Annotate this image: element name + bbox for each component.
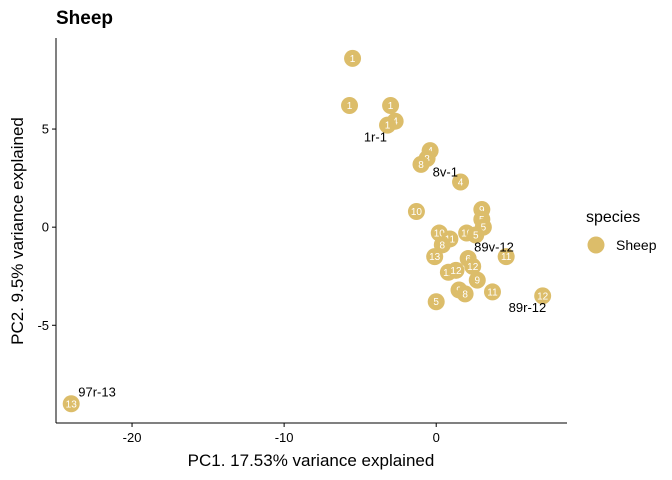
data-point-label: 8 (418, 160, 424, 171)
data-point: 5 (467, 226, 485, 244)
points-layer: 1114148841095105510118613121111129981151… (62, 49, 552, 413)
data-point-label: 1 (388, 101, 394, 112)
data-point-label: 9 (474, 276, 480, 287)
data-point: 1 (341, 97, 359, 115)
data-point: 1 (382, 97, 400, 115)
data-point-label: 4 (458, 178, 464, 189)
data-point-marker (382, 97, 400, 115)
data-point-label: 11 (487, 287, 498, 298)
data-point: 4 (452, 173, 470, 191)
data-point-label: 12 (537, 291, 549, 302)
data-point-label: 1 (385, 121, 391, 132)
data-point-label: 13 (66, 399, 78, 410)
data-point-marker (534, 287, 552, 305)
data-point-marker (452, 173, 470, 191)
data-point-marker (456, 285, 474, 303)
data-point-marker (62, 395, 80, 413)
sample-annotation: 1r-1 (364, 129, 387, 144)
data-point-label: 12 (450, 266, 462, 277)
data-point: 12 (447, 261, 465, 279)
data-point-marker (344, 49, 362, 67)
data-point: 1 (379, 116, 397, 134)
sample-annotation: 97r-13 (78, 384, 116, 399)
data-point-marker (341, 97, 359, 115)
legend: species Sheep (586, 209, 657, 254)
data-point-label: 9 (479, 205, 485, 216)
data-point-marker (467, 226, 485, 244)
y-tick-label: 0 (42, 220, 49, 235)
sample-annotation: 8v-1 (433, 165, 458, 180)
data-point-label: 8 (462, 289, 468, 300)
data-point: 9 (468, 271, 486, 289)
data-point: 5 (427, 293, 445, 311)
data-point-label: 5 (473, 231, 479, 242)
data-point-marker (426, 248, 444, 266)
data-point-label: 8 (440, 240, 446, 251)
data-point-marker (497, 248, 515, 266)
data-point-label: 1 (347, 101, 353, 112)
data-point-label: 10 (411, 207, 423, 218)
data-point: 10 (407, 202, 425, 220)
data-point: 1 (344, 49, 362, 67)
data-point-marker (468, 271, 486, 289)
data-point: 13 (426, 248, 444, 266)
data-point-marker (412, 155, 430, 173)
y-axis-title: PC2. 9.5% variance explained (8, 117, 27, 345)
x-tick-label: 0 (433, 430, 440, 445)
data-point-label: 12 (467, 262, 479, 273)
data-point-label: 11 (501, 252, 512, 263)
data-point-label: 5 (481, 223, 487, 234)
data-point-marker (447, 261, 465, 279)
y-tick-label: 5 (42, 122, 49, 137)
x-tick-label: -10 (275, 430, 294, 445)
data-point-marker (464, 257, 482, 275)
legend-title: species (586, 209, 640, 226)
data-point: 13 (62, 395, 80, 413)
data-point-label: 10 (434, 229, 446, 240)
data-point: 8 (412, 155, 430, 173)
data-point-label: 11 (445, 234, 456, 245)
data-point: 11 (497, 248, 515, 266)
legend-key-sheep (587, 236, 605, 254)
sample-annotation: 89v-12 (474, 239, 514, 254)
annotations-layer: 1r-1 8v-1 89v-12 89r-12 97r-13 (78, 129, 546, 399)
x-tick-label: -20 (123, 430, 142, 445)
data-point-label: 10 (461, 229, 473, 240)
data-point: 12 (464, 257, 482, 275)
data-point-label: 5 (433, 297, 439, 308)
y-tick-label: -5 (37, 318, 49, 333)
data-point-marker (379, 116, 397, 134)
data-point-marker (427, 293, 445, 311)
data-point-marker (407, 202, 425, 220)
data-point-marker (483, 283, 501, 301)
x-axis-title: PC1. 17.53% variance explained (188, 451, 435, 470)
data-point: 11 (483, 283, 501, 301)
ticks-layer: -20 -10 0 -5 0 5 (37, 122, 439, 445)
sample-annotation: 89r-12 (509, 300, 547, 315)
chart-title: Sheep (56, 8, 113, 29)
data-point: 8 (456, 285, 474, 303)
legend-label-sheep: Sheep (616, 237, 657, 253)
data-point-label: 1 (350, 54, 356, 65)
data-point: 12 (534, 287, 552, 305)
data-point-label: 13 (429, 252, 441, 263)
